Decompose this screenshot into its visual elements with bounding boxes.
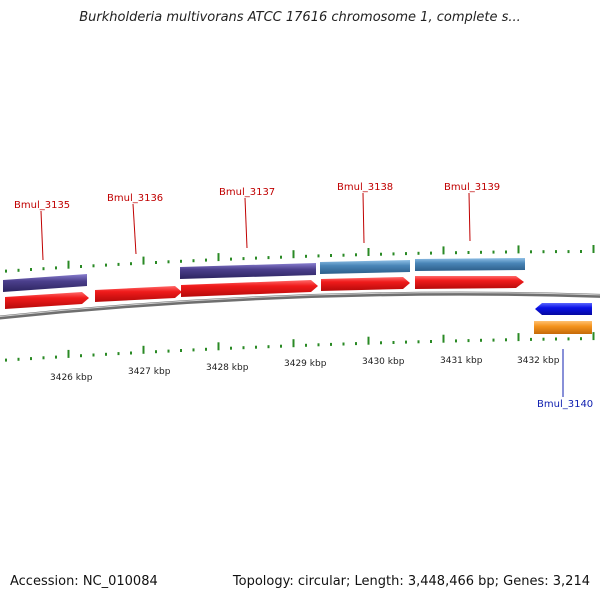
gene-bar-bmul-3138[interactable]: [320, 260, 410, 274]
chromosome-backbone: [0, 291, 600, 320]
tick-label-3428: 3428 kbp: [206, 363, 249, 373]
gene-bar-bmul-3140[interactable]: [534, 321, 592, 334]
gene-label-bmul-3139[interactable]: Bmul_3139: [444, 182, 500, 193]
tick-label-3432: 3432 kbp: [517, 356, 560, 366]
gene-labels: Bmul_3135 Bmul_3136 Bmul_3137 Bmul_3138 …: [14, 182, 593, 410]
tick-label-3426: 3426 kbp: [50, 373, 93, 383]
tick-label-3427: 3427 kbp: [128, 367, 171, 377]
map-title: Burkholderia multivorans ATCC 17616 chro…: [79, 10, 521, 25]
gene-bar-bmul-3139[interactable]: [415, 258, 525, 271]
cds-arrow-bmul-3140[interactable]: [535, 303, 592, 315]
gene-label-leaders: [40, 192, 564, 397]
cds-track-forward: [5, 276, 524, 309]
gene-label-bmul-3140[interactable]: Bmul_3140: [537, 399, 593, 410]
cds-arrow-bmul-3135[interactable]: [5, 292, 89, 309]
cds-arrow-bmul-3137[interactable]: [181, 280, 318, 297]
chromosome-backbone-highlight: [0, 292, 600, 317]
gene-label-bmul-3137[interactable]: Bmul_3137: [219, 187, 275, 198]
tick-labels: 3426 kbp 3427 kbp 3428 kbp 3429 kbp 3430…: [50, 356, 560, 383]
gene-label-bmul-3138[interactable]: Bmul_3138: [337, 182, 393, 193]
gene-label-bmul-3136[interactable]: Bmul_3136: [107, 193, 163, 204]
gene-bar-bmul-3135[interactable]: [3, 274, 87, 292]
leader-bmul-3136: [132, 203, 137, 255]
cds-arrow-bmul-3136[interactable]: [95, 286, 182, 302]
gene-bar-bmul-3137[interactable]: [180, 263, 316, 279]
genome-summary: Topology: circular; Length: 3,448,466 bp…: [232, 574, 590, 589]
leader-bmul-3139: [468, 192, 471, 242]
cds-track-reverse: [534, 303, 592, 334]
accession-label: Accession: NC_010084: [10, 574, 158, 589]
inner-tick-ring: [5, 332, 595, 362]
gene-label-bmul-3135[interactable]: Bmul_3135: [14, 200, 70, 211]
outer-tick-ring: [5, 245, 595, 273]
leader-bmul-3138: [362, 192, 365, 244]
cds-arrow-bmul-3138[interactable]: [321, 277, 410, 291]
tick-label-3430: 3430 kbp: [362, 357, 405, 367]
tick-label-3429: 3429 kbp: [284, 359, 327, 369]
cds-arrow-bmul-3139[interactable]: [415, 276, 524, 289]
leader-bmul-3135: [40, 210, 44, 261]
tick-label-3431: 3431 kbp: [440, 356, 483, 366]
leader-bmul-3137: [244, 197, 248, 249]
gene-track: [3, 258, 525, 292]
